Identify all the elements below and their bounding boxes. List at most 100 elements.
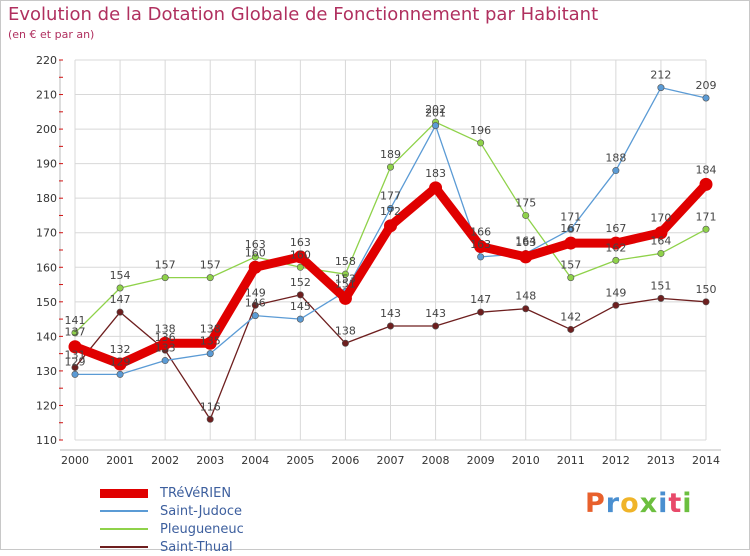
y-tick-label: 170: [36, 227, 57, 240]
data-point: [248, 260, 262, 274]
legend-item-saint-thual: Saint-Thual: [100, 538, 244, 556]
data-point: [609, 236, 623, 250]
data-point: [429, 181, 443, 195]
legend-item-treverien: TRéVéRIEN: [100, 484, 244, 502]
data-label: 164: [515, 234, 536, 247]
data-label: 138: [200, 322, 221, 335]
data-label: 153: [335, 272, 356, 285]
data-point: [338, 291, 352, 305]
data-label: 135: [200, 335, 221, 348]
data-label: 157: [560, 259, 581, 272]
data-point: [519, 250, 533, 264]
data-point: [206, 274, 214, 282]
data-label: 158: [335, 255, 356, 268]
data-label: 137: [65, 326, 86, 339]
data-point: [251, 301, 259, 309]
data-point: [522, 211, 530, 219]
x-tick-label: 2008: [422, 454, 450, 467]
data-point: [384, 219, 397, 233]
data-point: [116, 308, 124, 316]
data-point: [657, 249, 665, 257]
logo-letter: o: [620, 488, 640, 519]
data-label: 149: [245, 286, 266, 299]
logo-letter: x: [639, 488, 659, 519]
logo-letter: P: [585, 488, 606, 519]
y-tick-label: 210: [36, 89, 57, 102]
data-label: 146: [245, 297, 266, 310]
x-tick-label: 2002: [151, 454, 179, 467]
legend-swatch-saint-thual: [100, 546, 148, 548]
grid: [74, 59, 707, 441]
legend-swatch-treverien: [100, 488, 148, 498]
data-label: 157: [155, 259, 176, 272]
x-tick-label: 2003: [196, 454, 224, 467]
axes: 110 120 130 140 150 160 170 180 190 200 210 220 2000…: [36, 54, 721, 467]
data-label: 133: [155, 342, 176, 355]
data-label: 167: [560, 222, 581, 235]
data-label: 170: [650, 212, 671, 225]
data-point: [68, 340, 82, 354]
data-point: [251, 312, 259, 320]
data-point: [161, 274, 169, 282]
data-point: [296, 315, 304, 323]
data-label: 136: [155, 331, 176, 344]
data-label: 166: [470, 226, 491, 239]
data-label: 209: [696, 79, 717, 92]
data-label: 129: [110, 355, 131, 368]
x-tick-label: 2000: [61, 454, 89, 467]
data-label: 151: [335, 277, 356, 290]
x-tick-label: 2014: [692, 454, 720, 467]
legend-label: Saint-Thual: [160, 539, 233, 555]
data-label: 167: [605, 222, 626, 235]
legend-item-saint-judoce: Saint-Judoce: [100, 502, 244, 520]
data-point: [699, 177, 713, 191]
data-label: 172: [380, 205, 401, 218]
data-label: 143: [380, 307, 401, 320]
data-point: [71, 363, 79, 371]
legend-label: Saint-Judoce: [160, 503, 243, 519]
data-point: [203, 336, 217, 350]
data-point: [477, 253, 485, 261]
data-point: [113, 357, 127, 371]
data-point: [116, 284, 124, 292]
data-point: [702, 225, 710, 233]
data-label: 162: [605, 241, 626, 254]
data-point: [567, 225, 575, 233]
logo-letter: r: [605, 488, 621, 519]
data-point: [612, 256, 620, 264]
data-label: 151: [650, 279, 671, 292]
data-point: [567, 325, 575, 333]
data-point: [206, 415, 214, 423]
data-label: 147: [470, 293, 491, 306]
data-point: [71, 329, 79, 337]
data-label: 160: [290, 248, 311, 261]
data-label: 160: [245, 246, 266, 259]
data-point: [158, 336, 172, 350]
x-tick-label: 2007: [377, 454, 405, 467]
data-point: [522, 305, 530, 313]
data-label: 177: [380, 190, 401, 203]
x-tick-label: 2013: [647, 454, 675, 467]
y-tick-label: 220: [36, 54, 57, 67]
data-label: 163: [470, 238, 491, 251]
data-point: [657, 84, 665, 92]
data-point: [432, 122, 440, 130]
data-label: 131: [65, 348, 86, 361]
data-label: 138: [335, 324, 356, 337]
x-tick-label: 2005: [286, 454, 314, 467]
data-label: 148: [515, 290, 536, 303]
data-point: [477, 139, 485, 147]
data-label: 154: [110, 269, 131, 282]
x-tick-label: 2010: [512, 454, 540, 467]
y-tick-label: 140: [36, 330, 57, 343]
data-point: [161, 357, 169, 365]
data-label: 164: [650, 234, 671, 247]
legend-label: TRéVéRIEN: [160, 485, 232, 501]
logo-letter: i: [658, 488, 669, 519]
x-tick-label: 2009: [467, 454, 495, 467]
proxiti-logo: Proxiti: [585, 488, 693, 519]
data-point: [206, 350, 214, 358]
data-point: [477, 308, 485, 316]
y-tick-label: 130: [36, 365, 57, 378]
series-lines: [68, 84, 713, 423]
